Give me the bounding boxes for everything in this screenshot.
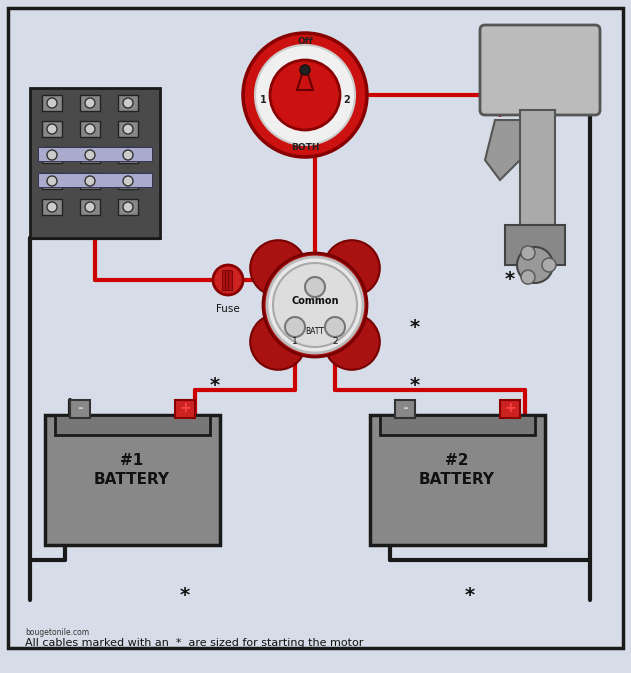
Text: Common: Common [292, 296, 339, 306]
Text: BATT: BATT [305, 326, 324, 336]
Text: +: + [179, 401, 191, 415]
Circle shape [325, 317, 345, 337]
Circle shape [47, 176, 57, 186]
Bar [42, 147, 62, 163]
Bar [55, 415, 210, 435]
Bar [175, 400, 195, 418]
Bar [38, 147, 152, 161]
Bar [500, 400, 520, 418]
Text: *: * [210, 376, 220, 394]
Circle shape [85, 98, 95, 108]
Circle shape [251, 314, 306, 369]
Text: *: * [180, 586, 190, 604]
Text: #2
BATTERY: #2 BATTERY [419, 453, 495, 487]
Bar [395, 400, 415, 418]
Bar [42, 173, 62, 189]
Bar [118, 147, 138, 163]
Text: bougetonile.com: bougetonile.com [25, 628, 89, 637]
Circle shape [285, 317, 305, 337]
Bar [45, 415, 220, 545]
Text: -: - [402, 401, 408, 415]
Circle shape [85, 202, 95, 212]
Circle shape [123, 202, 133, 212]
Text: 2: 2 [344, 95, 350, 105]
Circle shape [255, 45, 355, 145]
Text: Off: Off [297, 38, 313, 46]
Bar [30, 88, 160, 238]
Bar [118, 199, 138, 215]
Circle shape [305, 277, 325, 297]
Circle shape [517, 247, 553, 283]
Text: Fuse: Fuse [216, 304, 240, 314]
Bar [520, 110, 555, 230]
Circle shape [267, 257, 363, 353]
Bar [42, 121, 62, 137]
Text: 1: 1 [292, 336, 298, 345]
Circle shape [243, 33, 367, 157]
Circle shape [85, 176, 95, 186]
Bar [118, 95, 138, 111]
Circle shape [47, 202, 57, 212]
Text: BOTH: BOTH [291, 143, 319, 151]
Circle shape [521, 270, 535, 284]
Polygon shape [485, 120, 520, 180]
Bar [80, 147, 100, 163]
Text: +: + [504, 401, 516, 415]
Circle shape [270, 60, 340, 130]
Circle shape [47, 98, 57, 108]
Text: #1
BATTERY: #1 BATTERY [94, 453, 170, 487]
Text: -: - [77, 401, 83, 415]
Text: *: * [410, 318, 420, 336]
Bar [80, 121, 100, 137]
Bar [225, 270, 229, 290]
Text: 1: 1 [259, 95, 266, 105]
Circle shape [251, 240, 306, 296]
Circle shape [263, 253, 367, 357]
Circle shape [123, 98, 133, 108]
Text: All cables marked with an  *  are sized for starting the motor: All cables marked with an * are sized fo… [25, 638, 363, 648]
Text: *: * [465, 586, 475, 604]
Circle shape [123, 150, 133, 160]
Text: *: * [505, 271, 515, 289]
Bar [222, 270, 226, 290]
Text: 2: 2 [332, 336, 338, 345]
Bar [42, 199, 62, 215]
Bar [118, 173, 138, 189]
Bar [505, 225, 565, 265]
Circle shape [47, 150, 57, 160]
Bar [118, 121, 138, 137]
Circle shape [213, 265, 243, 295]
Bar [80, 95, 100, 111]
Text: *: * [410, 376, 420, 394]
Bar [80, 173, 100, 189]
Bar [42, 95, 62, 111]
Circle shape [324, 314, 380, 369]
Circle shape [542, 258, 556, 272]
Circle shape [521, 246, 535, 260]
FancyBboxPatch shape [480, 25, 600, 115]
Bar [70, 400, 90, 418]
Polygon shape [297, 65, 313, 90]
Circle shape [85, 124, 95, 134]
Bar [80, 199, 100, 215]
Circle shape [300, 65, 310, 75]
Circle shape [85, 150, 95, 160]
Bar [370, 415, 545, 545]
Circle shape [123, 124, 133, 134]
Bar [228, 270, 232, 290]
Bar [380, 415, 535, 435]
Circle shape [47, 124, 57, 134]
Bar [38, 173, 152, 187]
Circle shape [273, 263, 357, 347]
Circle shape [324, 240, 380, 296]
Circle shape [123, 176, 133, 186]
